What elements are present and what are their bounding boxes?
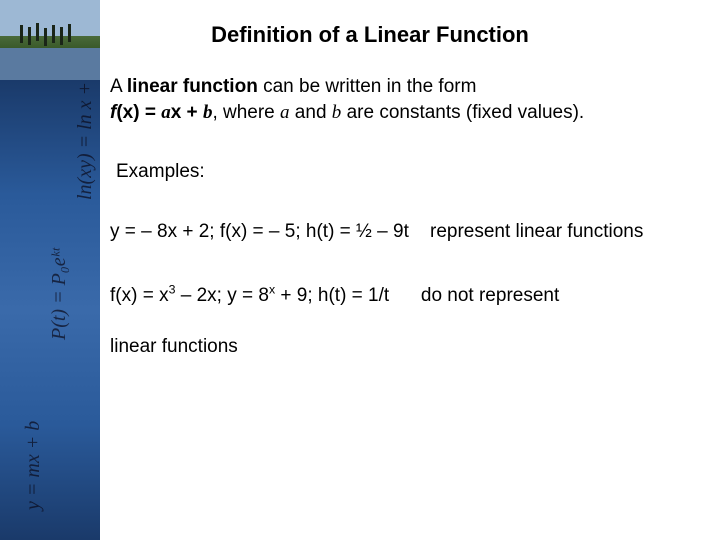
- slide-title: Definition of a Linear Function: [150, 22, 590, 48]
- landscape-image: [0, 0, 100, 80]
- slide-content: Definition of a Linear Function A linear…: [110, 22, 710, 359]
- defn-a2: a: [280, 102, 290, 123]
- defn-mid2: , where: [212, 102, 280, 123]
- defn-mid3: and: [290, 102, 332, 123]
- defn-lead: A: [110, 76, 127, 97]
- nonlinear-examples: f(x) = x3 – 2x; y = 8x + 9; h(t) = 1/t d…: [110, 283, 710, 360]
- side-formula-1: y = mx + b: [22, 421, 45, 510]
- defn-eq-mid: x +: [171, 102, 203, 123]
- formula-band: y = mx + b P(t) = P₀eᵏᵗ ln(xy) = ln x + …: [0, 80, 100, 540]
- linear-gap: [409, 221, 430, 242]
- definition-paragraph: A linear function can be written in the …: [110, 74, 710, 125]
- nl-p1: f(x) = x: [110, 285, 169, 306]
- nl-gap: [389, 285, 421, 306]
- examples-label: Examples:: [116, 159, 710, 185]
- sidebar: y = mx + b P(t) = P₀eᵏᵗ ln(xy) = ln x + …: [0, 0, 100, 540]
- defn-mid1: can be written in the form: [258, 76, 477, 97]
- linear-examples: y = – 8x + 2; f(x) = – 5; h(t) = ½ – 9t …: [110, 219, 710, 245]
- linear-verdict: represent linear functions: [430, 221, 643, 242]
- nl-tail: linear functions: [110, 336, 238, 357]
- defn-term: linear function: [127, 76, 258, 97]
- side-formula-2: P(t) = P₀eᵏᵗ: [48, 248, 71, 340]
- defn-tail: are constants (fixed values).: [341, 102, 584, 123]
- nl-verdict: do not represent: [421, 285, 559, 306]
- nl-p2: – 2x; y = 8: [175, 285, 268, 306]
- linear-items: y = – 8x + 2; f(x) = – 5; h(t) = ½ – 9t: [110, 221, 409, 242]
- defn-b: b: [203, 102, 213, 123]
- defn-a: a: [161, 102, 171, 123]
- defn-b2: b: [332, 102, 342, 123]
- side-formula-3: ln(xy) = ln x + ln y: [74, 80, 97, 200]
- defn-eq-open: (x) =: [116, 102, 161, 123]
- nl-p3: + 9; h(t) = 1/t: [275, 285, 389, 306]
